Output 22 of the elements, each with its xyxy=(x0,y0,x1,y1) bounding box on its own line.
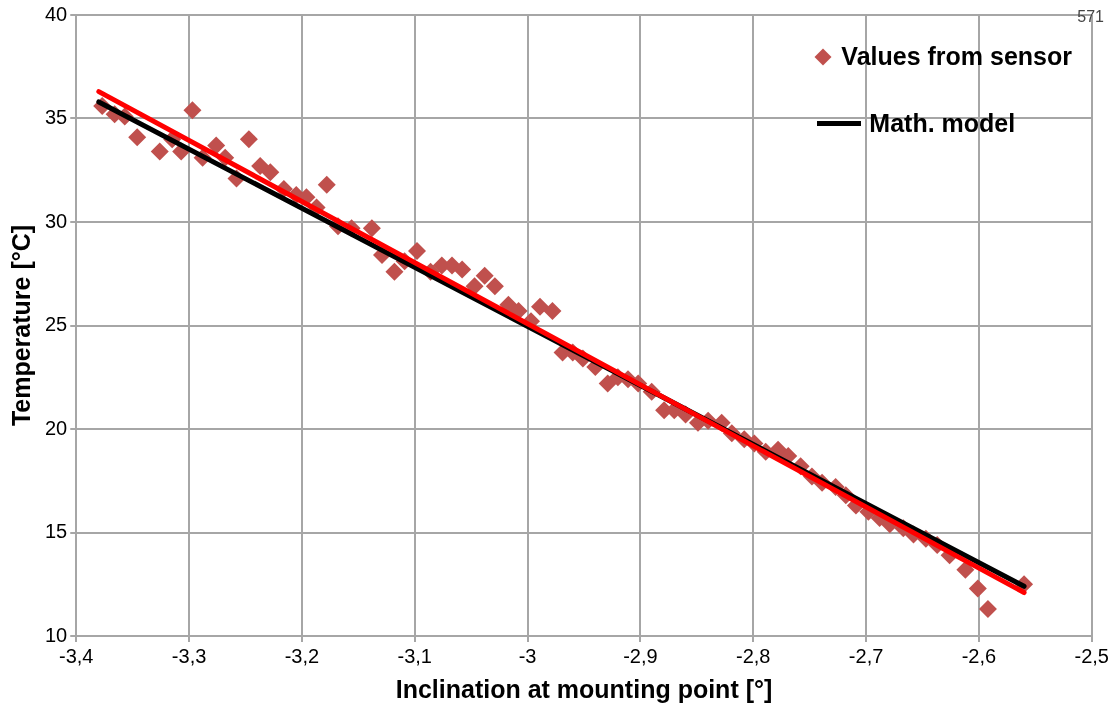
x-tick-label: -3,1 xyxy=(397,644,432,667)
y-tick-label: 20 xyxy=(45,416,68,439)
y-tick-label: 35 xyxy=(45,106,68,129)
x-tick-label: -2,6 xyxy=(961,644,997,667)
annotation: 571 xyxy=(1077,8,1104,26)
legend-label: Math. model xyxy=(869,109,1016,138)
x-tick-label: -2,8 xyxy=(736,644,771,667)
x-tick-label: -2,9 xyxy=(623,644,658,667)
y-tick-label: 10 xyxy=(45,623,68,646)
y-tick-label: 25 xyxy=(45,313,68,336)
x-tick-label: -3 xyxy=(518,644,537,667)
x-tick-label: -2,5 xyxy=(1074,644,1109,667)
x-tick-label: -3,2 xyxy=(284,644,320,667)
x-tick-label: -3,3 xyxy=(171,644,207,667)
y-tick-label: 40 xyxy=(45,2,68,25)
x-tick-label: -2,7 xyxy=(848,644,884,667)
y-axis-title: Temperature [°C] xyxy=(6,224,35,427)
x-axis-title: Inclination at mounting point [°] xyxy=(395,674,773,703)
x-tick-label: -3,4 xyxy=(59,644,94,667)
y-tick-label: 15 xyxy=(45,520,68,543)
legend-label: Values from sensor xyxy=(841,42,1072,71)
y-tick-label: 30 xyxy=(45,209,68,232)
